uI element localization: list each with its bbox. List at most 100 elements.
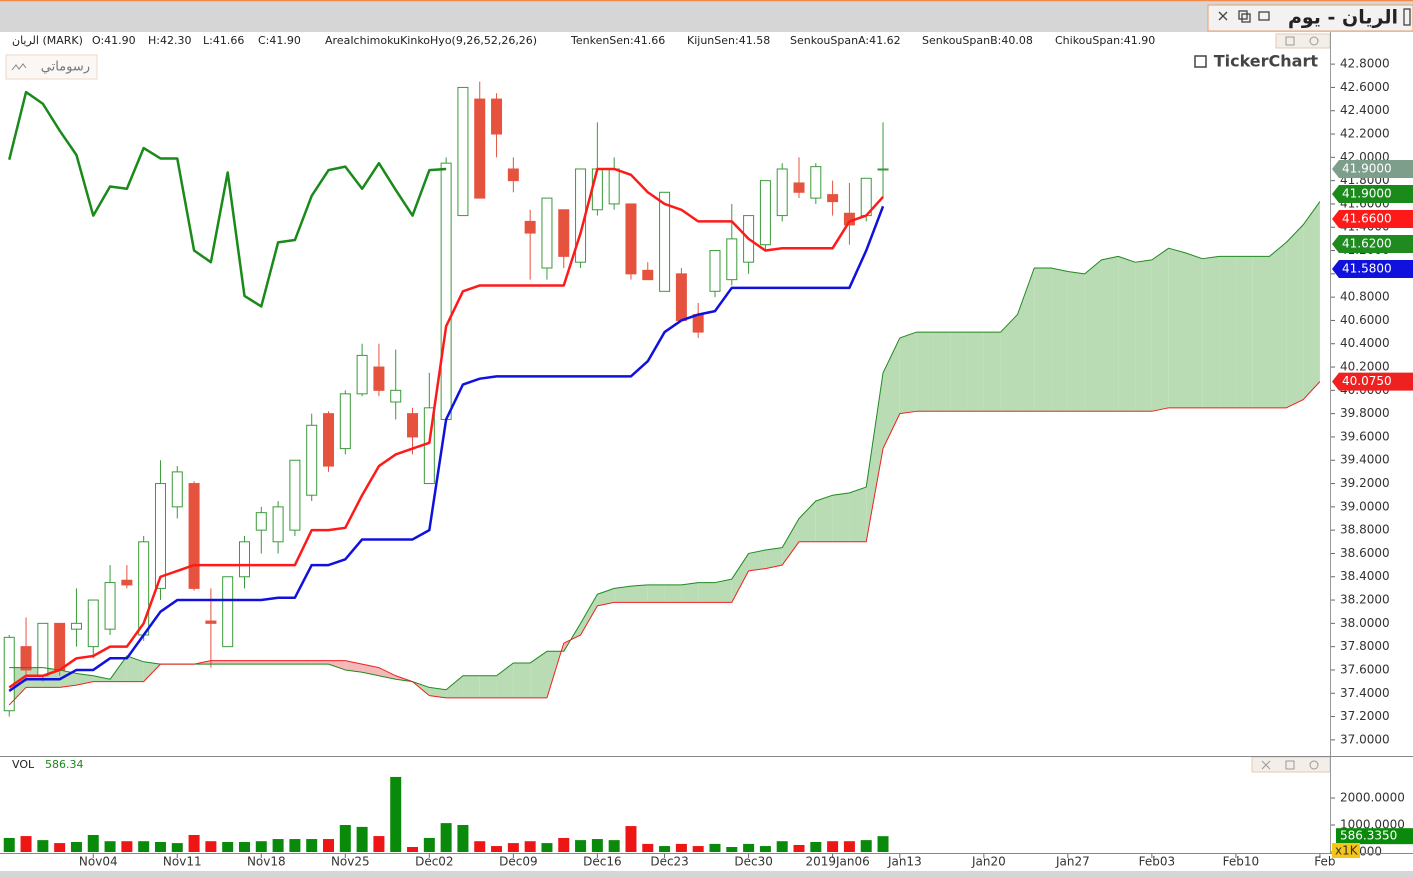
volume-bar	[306, 839, 318, 852]
volume-bar	[154, 842, 166, 852]
restore-icon-back[interactable]	[1241, 13, 1251, 23]
cloud	[815, 495, 833, 542]
close-icon[interactable]	[1218, 11, 1228, 21]
cloud	[429, 687, 447, 698]
volume-bar	[440, 823, 452, 852]
volume-bar	[272, 839, 284, 852]
volume-bar	[474, 841, 486, 852]
window-title: الريان - يوم	[1288, 7, 1398, 29]
volume-bar	[726, 847, 738, 852]
volume-bar	[373, 836, 385, 852]
pane-buttons[interactable]	[1275, 33, 1331, 49]
y-tick-label: 42.6000	[1340, 80, 1390, 94]
x-tick-label: Jan27	[1055, 855, 1090, 869]
cloud	[1219, 256, 1236, 408]
cloud	[530, 651, 547, 698]
ohlc-low: L:41.66	[203, 34, 244, 47]
candle-body	[87, 599, 99, 648]
cloud	[1067, 271, 1085, 412]
y-tick-label: 40.4000	[1340, 336, 1390, 350]
candle-body	[491, 98, 503, 135]
cloud	[1135, 259, 1152, 412]
volume-bar	[860, 840, 872, 852]
volume-bar	[20, 836, 32, 852]
value-tag-label: 41.9000	[1342, 186, 1392, 200]
cloud	[647, 584, 665, 603]
volume-bar	[356, 826, 368, 852]
volume-y-tick-label: 1000.0000	[1340, 818, 1405, 832]
y-tick-label: 42.4000	[1340, 103, 1390, 117]
cloud	[765, 547, 783, 569]
volume-bar	[54, 843, 66, 852]
volume-bar	[776, 841, 788, 852]
minimize-icon[interactable]	[1258, 11, 1270, 21]
volume-maximize-icon[interactable]	[1285, 760, 1295, 770]
cloud	[597, 588, 615, 606]
candle-body	[793, 182, 805, 193]
cloud	[1034, 268, 1052, 412]
volume-bar	[591, 839, 603, 852]
candle-body	[675, 273, 687, 321]
volume-bar	[575, 840, 587, 852]
volume-title: VOL	[12, 758, 35, 771]
volume-bar	[390, 776, 402, 852]
restore-icon[interactable]	[1238, 10, 1248, 20]
candle-body	[827, 194, 839, 203]
maximize-icon[interactable]	[1285, 36, 1295, 46]
volume-bar	[541, 843, 553, 852]
volume-close-icon[interactable]	[1261, 760, 1271, 770]
volume-bar	[558, 837, 570, 852]
cloud	[832, 492, 850, 542]
indicator-line	[8, 205, 885, 692]
x-tick-label: Feb10	[1223, 855, 1260, 869]
volume-bar	[659, 846, 671, 852]
candle-body	[726, 238, 738, 281]
y-tick-label: 37.2000	[1340, 709, 1390, 723]
cloud	[698, 582, 715, 603]
status-strip	[0, 871, 1413, 877]
unit-badge	[1332, 843, 1360, 858]
indicator-line	[9, 201, 1321, 691]
candle-body	[154, 483, 166, 589]
candle-body	[339, 393, 351, 450]
candle-body	[642, 269, 654, 281]
pane-button-icons	[1261, 36, 1319, 770]
series-legend: KijunSen:41.58	[687, 34, 770, 47]
volume-bar	[138, 841, 150, 852]
cloud	[866, 372, 884, 542]
candle-body	[238, 541, 250, 578]
candle-body	[188, 483, 200, 589]
cloud	[462, 675, 480, 698]
candle-body	[541, 197, 553, 269]
ohlc-open: O:41.90	[92, 34, 136, 47]
window-buttons[interactable]	[1218, 8, 1411, 26]
volume-bar	[222, 842, 234, 852]
cloud	[311, 660, 329, 665]
value-tag-label: 40.0750	[1342, 374, 1392, 388]
candle-body	[692, 314, 704, 333]
cloud	[849, 487, 867, 542]
side-icon[interactable]	[1403, 8, 1411, 26]
volume-bar	[323, 839, 335, 852]
volume-settings-icon[interactable]	[1309, 760, 1319, 770]
y-tick-label: 37.4000	[1340, 686, 1390, 700]
overlay-layer: 41.9000 41.9000 41.6600 41.6200 41.5800 40.07…	[1332, 159, 1413, 858]
cloud	[278, 660, 295, 665]
cloud	[1118, 256, 1136, 412]
volume-bar	[743, 843, 755, 852]
candle-body	[306, 424, 318, 496]
cloud	[967, 332, 984, 412]
candle-body	[407, 413, 419, 438]
volume-bar	[171, 843, 183, 852]
y-tick-label: 39.4000	[1340, 453, 1390, 467]
watermark: TickerChart	[1214, 52, 1319, 71]
cloud	[126, 655, 144, 682]
settings-icon[interactable]	[1309, 36, 1319, 46]
volume-tag	[1336, 828, 1413, 845]
candle-body	[591, 168, 603, 211]
volume-bar	[238, 842, 250, 852]
candle-body	[558, 209, 570, 257]
candle-body	[104, 582, 116, 630]
indicator-line	[8, 90, 447, 308]
